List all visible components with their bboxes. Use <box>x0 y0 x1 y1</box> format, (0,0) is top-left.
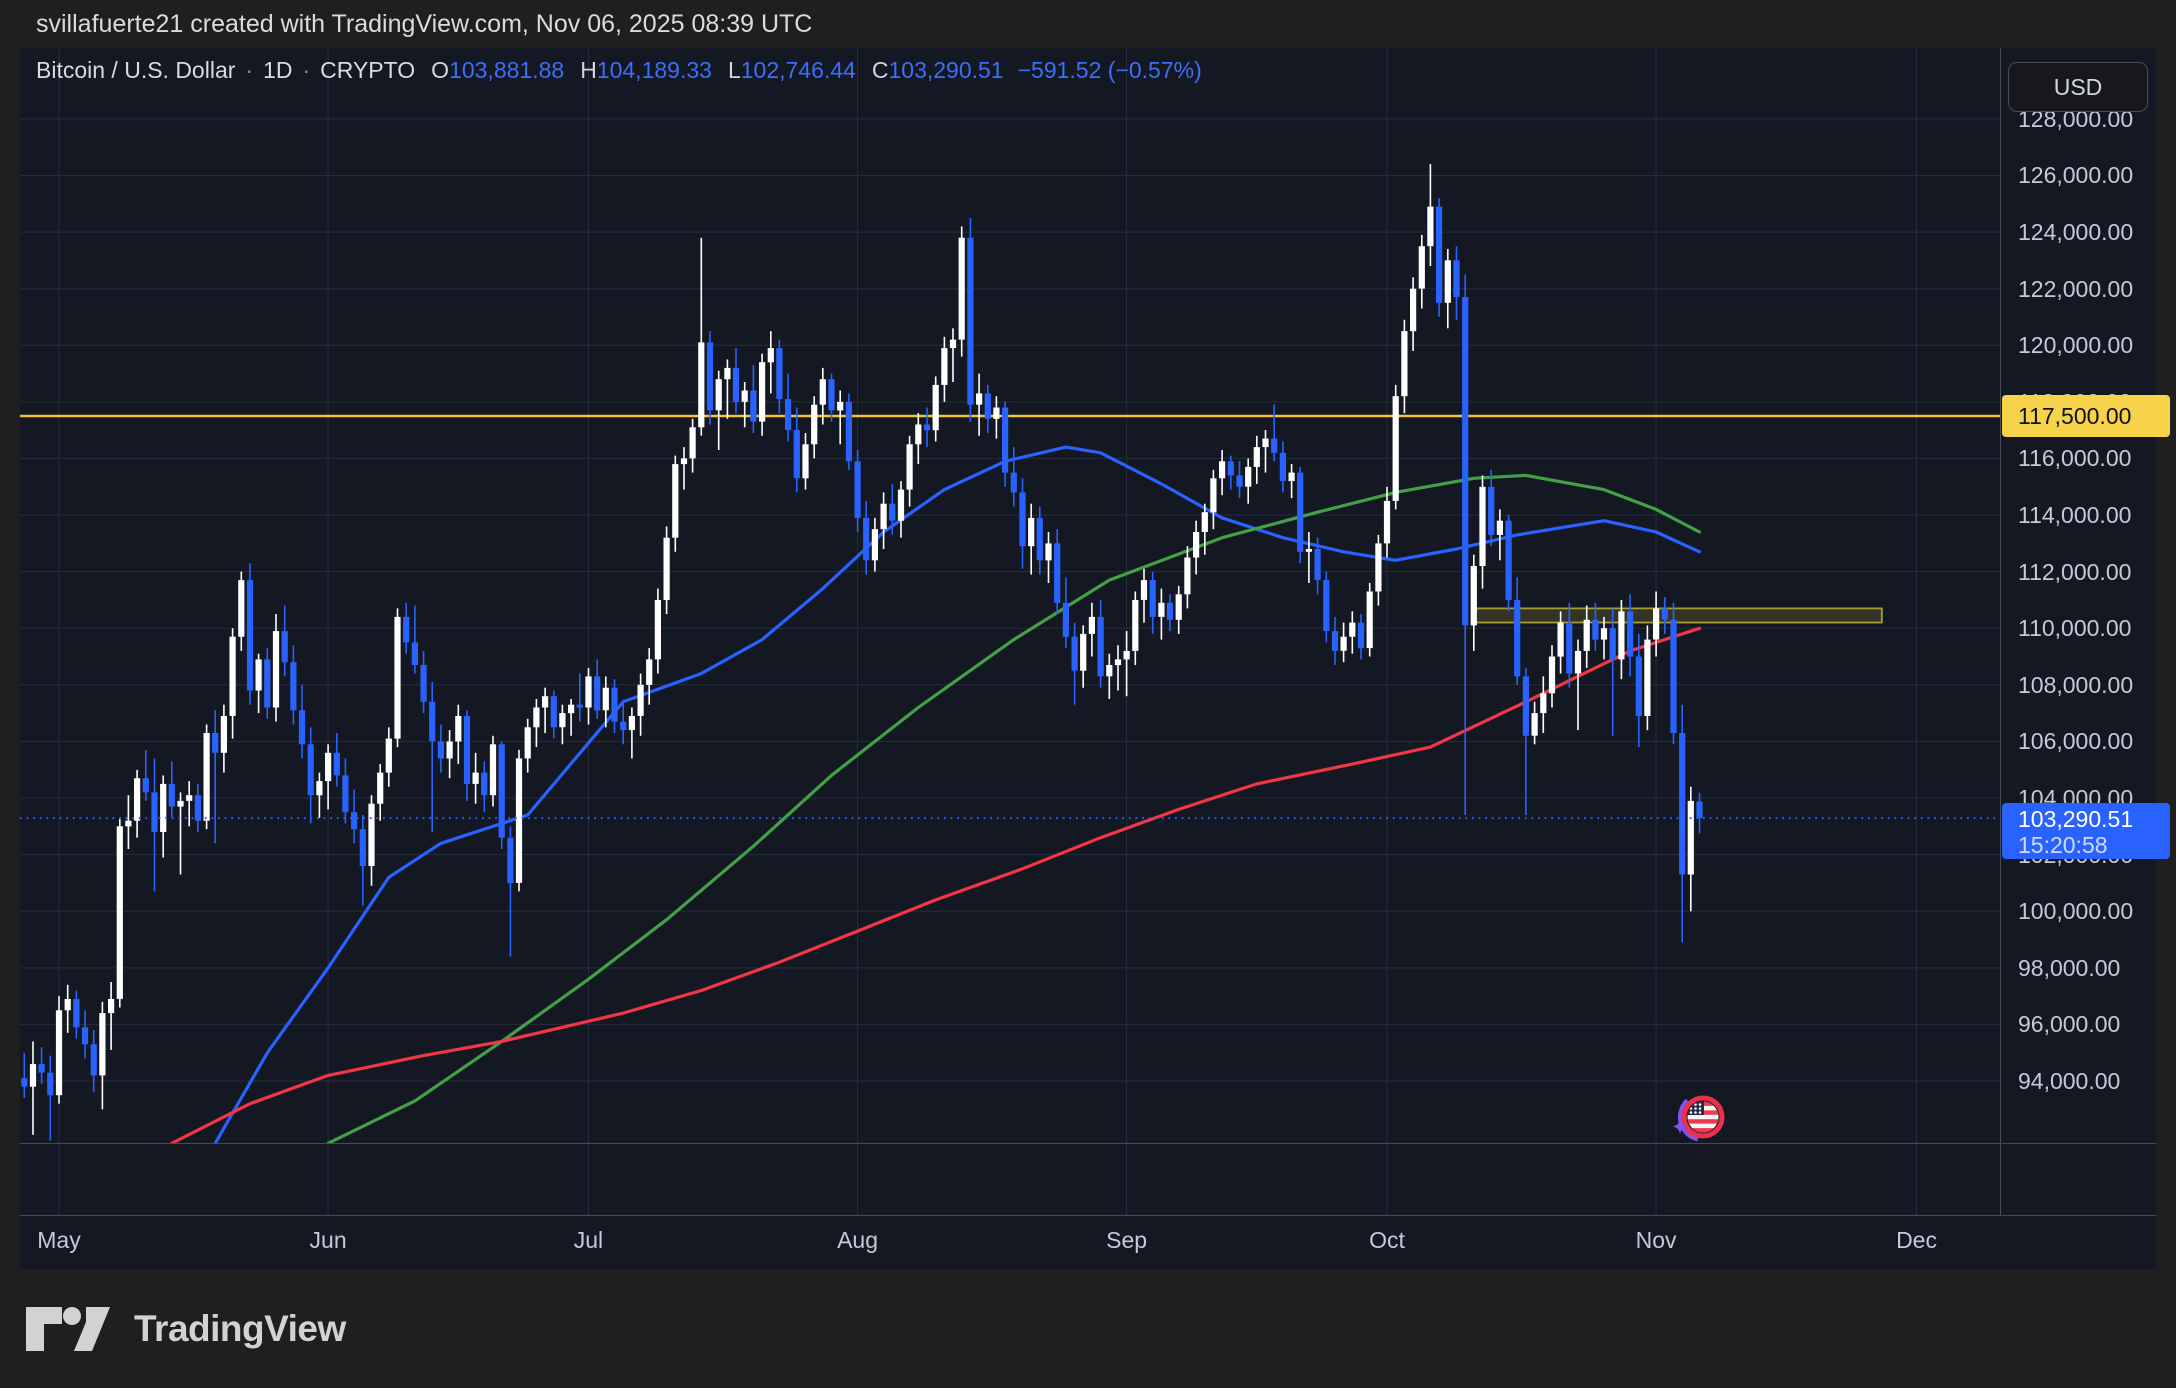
open-label: O <box>431 57 450 83</box>
time-axis[interactable]: May Jun Jul Aug Sep Oct Nov Dec <box>20 1215 2000 1269</box>
time-axis-label: Sep <box>1106 1227 1148 1253</box>
price-axis-label: 110,000.00 <box>2018 615 2132 642</box>
change-value: −591.52 (−0.57%) <box>1017 57 1202 83</box>
symbol-title[interactable]: Bitcoin / U.S. Dollar <box>36 57 236 83</box>
currency-toggle-button[interactable]: USD <box>2008 62 2148 112</box>
price-axis-label: 106,000.00 <box>2018 728 2134 755</box>
price-axis-label: 120,000.00 <box>2018 332 2134 359</box>
time-axis-label: Nov <box>1635 1227 1677 1253</box>
price-axis-label: 116,000.00 <box>2018 445 2132 472</box>
price-axis-label: 108,000.00 <box>2018 671 2134 698</box>
exchange-label: CRYPTO <box>320 57 416 83</box>
attribution-bar: svillafuerte21 created with TradingView.… <box>0 0 2176 48</box>
low-label: L <box>727 57 741 83</box>
tradingview-logo[interactable]: TradingView <box>26 1307 346 1351</box>
time-axis-label: May <box>37 1227 81 1253</box>
price-axis-label: 114,000.00 <box>2018 502 2132 529</box>
price-axis-label: 98,000.00 <box>2018 954 2121 981</box>
price-axis[interactable]: USD 117,500.00 103,290.51 15:20:58 128,0… <box>2000 48 2170 1215</box>
low-value: 102,746.44 <box>740 57 856 83</box>
branding-bar: TradingView <box>0 1269 2176 1388</box>
price-axis-label: 126,000.00 <box>2018 162 2134 189</box>
level-price-text: 117,500.00 <box>2018 403 2132 429</box>
chart-area[interactable]: Bitcoin / U.S. Dollar · 1D · CRYPTO O103,881.… <box>20 48 2170 1269</box>
last-price-badge: 103,290.51 15:20:58 <box>2002 803 2170 860</box>
pane-separator[interactable] <box>20 1143 2156 1144</box>
attribution-text: svillafuerte21 created with TradingView.… <box>36 10 813 38</box>
high-value: 104,189.33 <box>596 57 712 83</box>
last-price-text: 103,290.51 <box>2018 806 2134 833</box>
time-axis-label: Jun <box>309 1227 347 1253</box>
price-axis-border <box>2000 48 2001 1215</box>
time-axis-label: Jul <box>573 1227 604 1253</box>
sparkle-icon <box>1672 1119 1688 1134</box>
pane-content <box>20 118 2000 1143</box>
price-axis-label: 124,000.00 <box>2018 219 2134 246</box>
close-label: C <box>871 57 889 83</box>
price-chart-svg[interactable] <box>20 48 2000 1215</box>
time-axis-label: Oct <box>1369 1227 1405 1253</box>
open-value: 103,881.88 <box>449 57 565 83</box>
us-flag-sticker-icon <box>1672 1092 1728 1142</box>
high-label: H <box>580 57 597 83</box>
tradingview-logo-icon <box>26 1307 110 1351</box>
price-axis-label: 100,000.00 <box>2018 898 2134 925</box>
price-axis-label: 122,000.00 <box>2018 275 2134 302</box>
time-axis-label: Dec <box>1896 1227 1937 1253</box>
legend-separator: · <box>245 57 254 83</box>
level-price-badge[interactable]: 117,500.00 <box>2002 395 2170 437</box>
price-axis-label: 94,000.00 <box>2018 1068 2121 1095</box>
interval-label[interactable]: 1D <box>263 57 293 83</box>
time-axis-label: Aug <box>837 1227 879 1253</box>
countdown-text: 15:20:58 <box>2018 832 2108 859</box>
price-axis-label: 96,000.00 <box>2018 1011 2121 1038</box>
time-axis-separator <box>20 1215 2156 1216</box>
price-axis-label: 112,000.00 <box>2018 558 2132 585</box>
close-value: 103,290.51 <box>888 57 1004 83</box>
legend-separator: · <box>302 57 311 83</box>
symbol-legend[interactable]: Bitcoin / U.S. Dollar · 1D · CRYPTO O103,881.… <box>36 57 1202 84</box>
tradingview-logo-text: TradingView <box>134 1308 346 1349</box>
